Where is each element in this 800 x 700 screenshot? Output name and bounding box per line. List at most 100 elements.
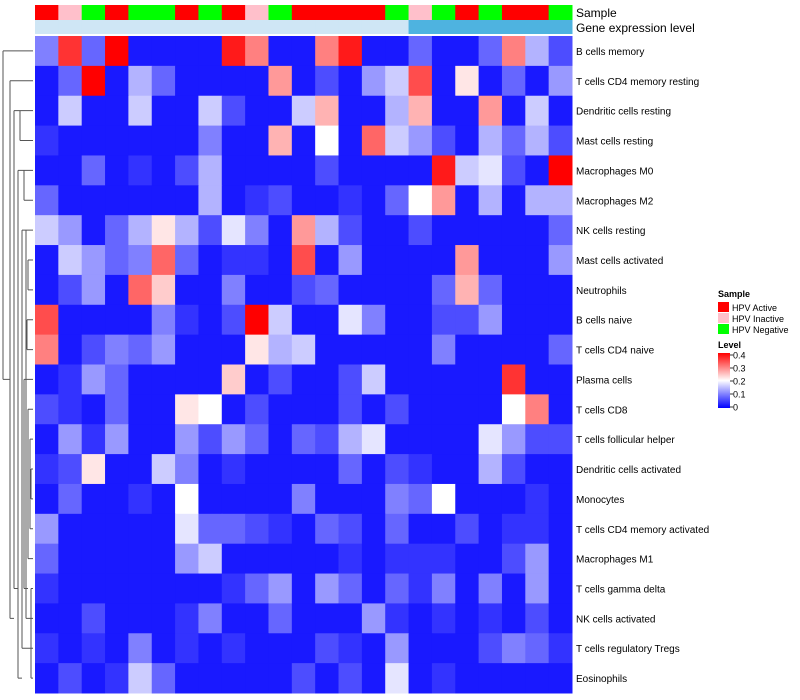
heatmap-cell [291,304,316,336]
heatmap-cell [128,424,153,455]
row-dendrogram [2,50,33,679]
heatmap-cell [175,125,199,156]
heatmap-cell [128,245,153,276]
heatmap-cell [338,364,363,395]
heatmap-cell [385,424,410,455]
heatmap-cell [198,394,223,425]
heatmap-cell [221,364,246,395]
heatmap-cell [198,454,223,485]
heatmap-cell [35,633,59,664]
sample-annotation-cell [338,5,363,20]
heatmap-cell [408,573,433,604]
expression-annotation-cell [431,20,456,34]
expression-annotation-cell [151,20,176,34]
sample-annotation-cell [35,5,59,20]
heatmap-cell [268,274,293,306]
heatmap-cell [198,185,223,216]
heatmap-cell [151,394,176,425]
heatmap-cell [525,245,550,276]
heatmap-cell [385,633,410,664]
heatmap-cell [221,543,246,575]
row-label: Macrophages M2 [576,196,654,207]
heatmap-cell [361,543,386,575]
heatmap-cell [338,95,363,127]
heatmap-cell [291,185,316,216]
heatmap-cell [548,663,573,694]
level-ticks: 0.4 0.3 0.2 0.1 0 [730,351,746,413]
heatmap-cell [408,185,433,216]
heatmap-cell [58,65,83,97]
heatmap-cell [58,454,83,485]
heatmap-cell [151,663,176,694]
heatmap-cell [175,424,199,455]
heatmap-cell [455,245,480,276]
sample-annotation-cell [221,5,246,20]
heatmap-cell [501,633,526,664]
heatmap-cell [361,394,386,425]
heatmap-cell [431,663,456,694]
heatmap-cell [105,543,129,575]
heatmap-cell [245,65,269,97]
heatmap-cell [455,125,480,156]
heatmap-cell [35,573,59,604]
heatmap-cell [291,513,316,545]
sample-annotation-cell [245,5,269,20]
heatmap-cell [245,424,269,455]
heatmap-cell [175,633,199,664]
heatmap-cell [548,633,573,664]
sample-annotation-cell [478,5,503,20]
dendrogram-branch [23,378,33,589]
heatmap-cell [175,95,199,127]
heatmap-cell [268,603,293,634]
heatmap-cell [128,513,153,545]
heatmap-cell [338,394,363,425]
heatmap-cell [315,543,340,575]
heatmap-cell [245,633,269,664]
heatmap-cell [548,454,573,485]
heatmap-cell [35,155,59,186]
heatmap-cell [175,543,199,575]
heatmap-cell [128,483,153,515]
sample-annotation-cell [151,5,176,20]
heatmap-cell [245,483,269,515]
heatmap-cell [431,573,456,604]
expression-annotation-cell [408,20,433,34]
heatmap-cell [478,454,503,485]
heatmap-cell [35,364,59,395]
heatmap-cell [431,65,456,97]
heatmap-cell [431,513,456,545]
heatmap-cell [268,304,293,336]
dendrogram-branch [17,169,24,679]
heatmap-cell [431,543,456,575]
legend-label: HPV Inactive [732,314,784,324]
heatmap-cell [175,274,199,306]
heatmap-cell [291,543,316,575]
heatmap-cell [105,155,129,186]
heatmap-cell [58,663,83,694]
heatmap-cell [58,394,83,425]
heatmap-cell [268,334,293,365]
heatmap-cell [525,483,550,515]
heatmap-cell [431,364,456,395]
heatmap-cell [361,36,386,67]
heatmap-cell [35,513,59,545]
row-label: Mast cells resting [576,137,653,148]
heatmap-cell [151,36,176,67]
heatmap-cell [35,36,59,67]
heatmap-cell [268,95,293,127]
heatmap-cell [315,424,340,455]
heatmap-cell [221,185,246,216]
sample-annotation-cell [198,5,223,20]
heatmap-cell [81,334,106,365]
heatmap-cell [151,95,176,127]
heatmap-cell [175,185,199,216]
heatmap-cell [315,245,340,276]
expression-annotation-cell [245,20,269,34]
heatmap-cell [268,65,293,97]
heatmap-cell [501,364,526,395]
heatmap-cell [198,36,223,67]
row-label: Plasma cells [576,375,632,386]
heatmap-cell [548,603,573,634]
heatmap-cell [268,483,293,515]
